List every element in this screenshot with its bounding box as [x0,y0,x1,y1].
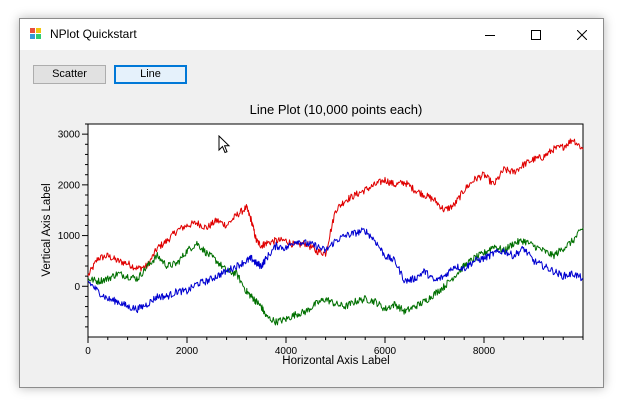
mouse-cursor-icon [218,135,231,154]
maximize-button[interactable] [513,19,559,50]
y-axis-label: Vertical Axis Label [41,183,53,276]
scatter-button[interactable]: Scatter [33,65,106,84]
minimize-button[interactable] [467,19,513,50]
line-plot: Line Plot (10,000 points each) 0 2000 4000… [41,102,584,367]
x-tick-label: 8000 [473,346,496,357]
series-layer [87,138,584,326]
line-button[interactable]: Line [114,65,187,84]
y-tick-label: 2000 [58,180,81,191]
y-tick-label: 0 [74,282,80,293]
x-tick-label: 2000 [176,346,199,357]
chart-title: Line Plot (10,000 points each) [250,102,423,117]
window-title: NPlot Quickstart [50,27,137,41]
x-tick-label: 4000 [275,346,298,357]
x-tick-label: 0 [85,346,91,357]
plot-area [87,123,584,338]
app-icon [30,28,42,40]
axis-layer: 0 2000 4000 6000 8000 0 1000 2000 3000 [58,123,584,357]
series-line-1 [87,138,584,277]
y-tick-label: 1000 [58,231,81,242]
close-button[interactable] [559,19,605,50]
y-tick-label: 3000 [58,130,81,141]
x-tick-label: 6000 [374,346,397,357]
x-axis-label: Horizontal Axis Label [282,355,389,367]
maximize-icon [531,29,541,40]
minimize-icon [485,34,495,36]
app-window: NPlot Quickstart Scatter Line Line Plot … [19,18,604,388]
series-line-3 [87,227,584,314]
title-bar[interactable]: NPlot Quickstart [20,19,603,50]
close-icon [577,29,587,40]
